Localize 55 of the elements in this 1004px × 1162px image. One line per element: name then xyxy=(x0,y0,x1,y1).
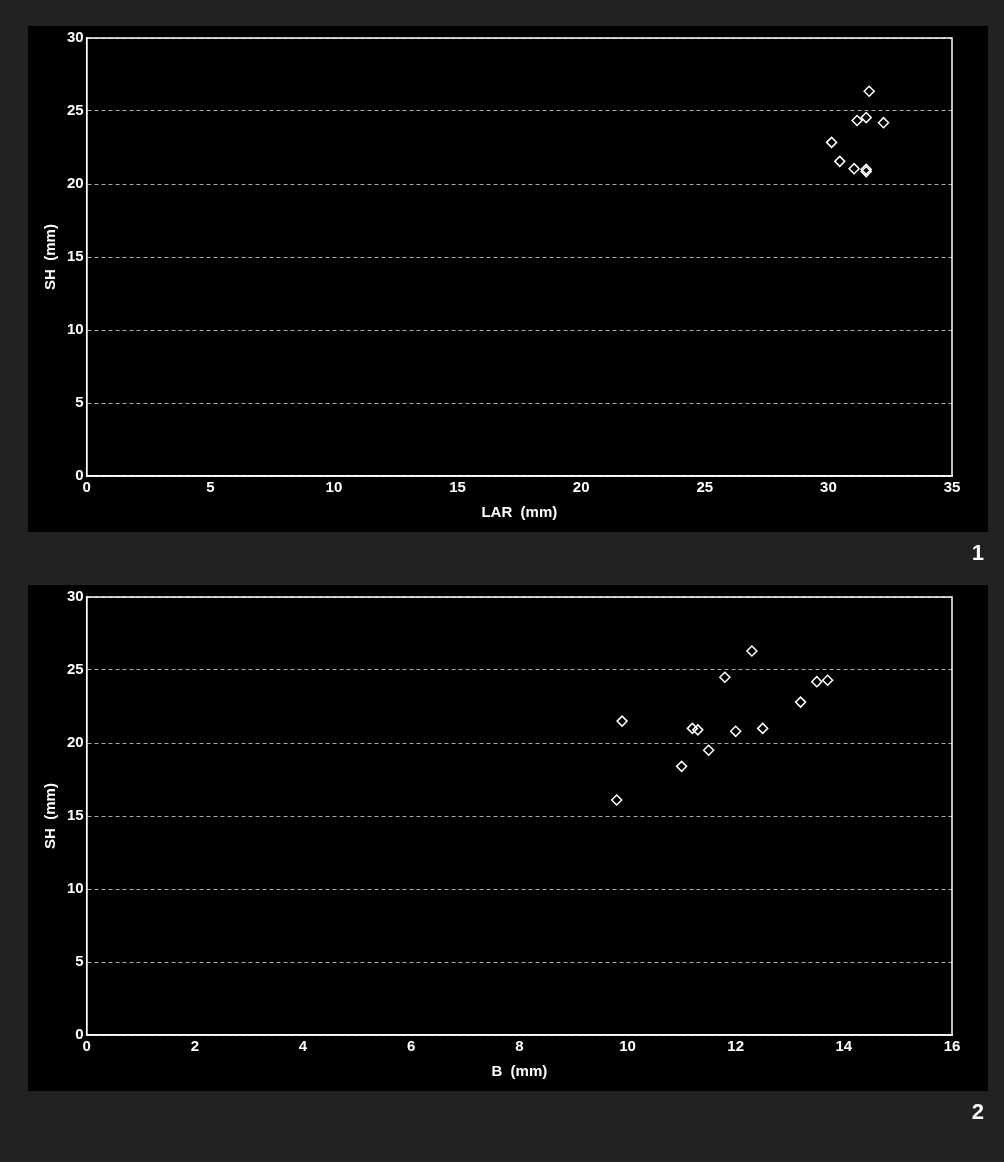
y-tick-label: 5 xyxy=(75,393,84,411)
y-tick-label: 25 xyxy=(67,101,84,119)
x-tick-label: 35 xyxy=(943,478,961,496)
point xyxy=(821,674,834,686)
x-tick-label: 10 xyxy=(619,1037,636,1055)
y-tick-label: 10 xyxy=(67,879,84,897)
x-tick-label: 12 xyxy=(727,1037,745,1055)
x-tick-label: 14 xyxy=(835,1037,853,1055)
x-tick-label: 10 xyxy=(325,478,343,496)
y-tick-label: 20 xyxy=(67,174,84,192)
x-tick-label: 16 xyxy=(943,1037,961,1055)
point xyxy=(686,722,699,735)
point xyxy=(863,85,875,98)
text: 2 xyxy=(970,1099,985,1125)
point xyxy=(848,162,860,175)
x-tick-label: 25 xyxy=(696,478,714,496)
point xyxy=(616,715,628,727)
point xyxy=(851,114,863,127)
x-tick-label: 6 xyxy=(407,1037,416,1055)
point xyxy=(811,675,823,688)
x-tick-label: 20 xyxy=(572,478,590,496)
y-tick-label: 20 xyxy=(67,733,84,751)
x-tick-label: 2 xyxy=(190,1037,200,1055)
point xyxy=(675,760,688,773)
x-tick-label: 30 xyxy=(820,478,837,496)
y-tick-label: 0 xyxy=(75,466,84,484)
y-tick-label: 15 xyxy=(67,247,84,265)
text: 1 xyxy=(970,540,985,566)
point xyxy=(825,136,838,149)
y-tick-label: 15 xyxy=(67,806,84,824)
point xyxy=(794,696,807,708)
y-tick-label: 30 xyxy=(67,28,84,46)
x-tick-label: 5 xyxy=(206,478,215,496)
y-tick-label: 10 xyxy=(67,320,84,338)
x-tick-label: 8 xyxy=(515,1037,524,1055)
y-axis-title: SH (mm) xyxy=(41,783,59,849)
point xyxy=(860,111,872,124)
point xyxy=(692,724,704,736)
point xyxy=(729,725,742,738)
x-tick-label: 15 xyxy=(449,478,466,496)
y-tick-label: 5 xyxy=(75,952,84,970)
point xyxy=(702,744,715,757)
point xyxy=(746,645,758,657)
y-axis-title: SH (mm) xyxy=(41,224,59,290)
point xyxy=(756,722,769,735)
y-tick-label: 25 xyxy=(67,660,84,678)
y-tick-label: 0 xyxy=(75,1025,84,1043)
point xyxy=(877,116,890,129)
point xyxy=(719,671,731,684)
point xyxy=(610,794,623,806)
x-tick-label: 4 xyxy=(298,1037,308,1055)
x-axis-title: B (mm) xyxy=(491,1062,548,1080)
y-tick-label: 30 xyxy=(67,587,84,605)
x-axis-title: LAR (mm) xyxy=(481,503,558,521)
point xyxy=(834,155,846,168)
